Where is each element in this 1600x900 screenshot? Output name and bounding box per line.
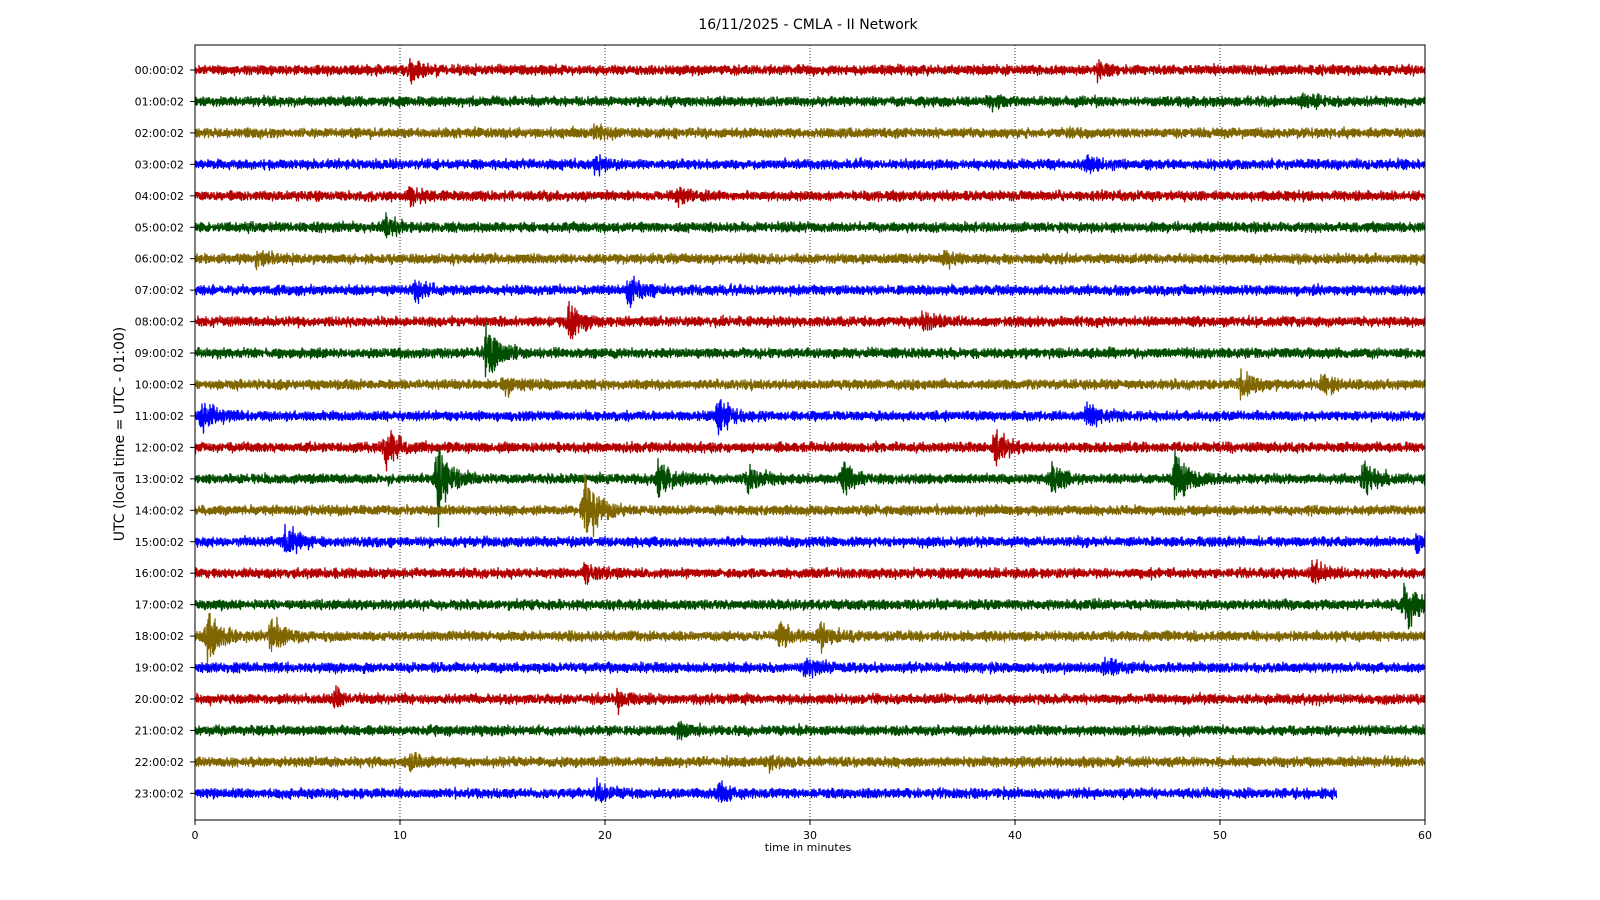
trace-00	[194, 57, 1426, 85]
traces-layer	[194, 57, 1426, 804]
hour-label: 16:00:02	[135, 567, 184, 580]
hour-label: 17:00:02	[135, 599, 184, 612]
trace-21	[194, 720, 1426, 741]
trace-12	[194, 428, 1426, 472]
trace-07	[194, 275, 1426, 309]
trace-10	[194, 368, 1426, 401]
trace-13	[194, 448, 1426, 528]
trace-18	[194, 612, 1426, 665]
hour-label: 07:00:02	[135, 284, 184, 297]
hour-label: 02:00:02	[135, 127, 184, 140]
trace-08	[194, 300, 1426, 340]
hour-label: 20:00:02	[135, 693, 184, 706]
x-axis-label: time in minutes	[765, 841, 852, 854]
trace-20	[194, 684, 1426, 716]
trace-04	[194, 186, 1426, 209]
x-tick-label: 40	[1008, 829, 1022, 842]
chart-title: 16/11/2025 - CMLA - II Network	[698, 17, 918, 33]
trace-01	[194, 92, 1426, 113]
x-tick-label: 10	[393, 829, 407, 842]
hour-label: 05:00:02	[135, 221, 184, 234]
hour-label: 11:00:02	[135, 410, 184, 423]
hour-label: 12:00:02	[135, 441, 184, 454]
hour-label: 19:00:02	[135, 662, 184, 675]
trace-03	[194, 153, 1426, 177]
hour-label: 23:00:02	[135, 787, 184, 800]
hour-label: 09:00:02	[135, 347, 184, 360]
hour-label: 01:00:02	[135, 95, 184, 108]
trace-19	[194, 656, 1426, 679]
trace-16	[194, 559, 1426, 585]
trace-06	[194, 249, 1426, 271]
trace-14	[194, 473, 1426, 538]
trace-11	[194, 398, 1426, 436]
trace-17	[194, 582, 1426, 630]
hour-label: 00:00:02	[135, 64, 184, 77]
x-tick-label: 30	[803, 829, 817, 842]
trace-15	[194, 523, 1426, 555]
hour-label: 21:00:02	[135, 724, 184, 737]
hour-label: 14:00:02	[135, 504, 184, 517]
hour-label: 18:00:02	[135, 630, 184, 643]
x-tick-label: 50	[1213, 829, 1227, 842]
hour-label: 15:00:02	[135, 536, 184, 549]
x-axis: 0 10 20 30 40 50 60	[192, 820, 1432, 842]
trace-23	[194, 777, 1338, 804]
hour-label: 22:00:02	[135, 756, 184, 769]
hour-label: 08:00:02	[135, 316, 184, 329]
hour-label: 10:00:02	[135, 379, 184, 392]
x-tick-label: 0	[192, 829, 199, 842]
hour-label: 04:00:02	[135, 190, 184, 203]
x-tick-label: 20	[598, 829, 612, 842]
y-axis-label: UTC (local time = UTC - 01:00)	[112, 327, 128, 542]
trace-05	[194, 212, 1426, 239]
x-tick-label: 60	[1418, 829, 1432, 842]
y-axis: 00:00:02 01:00:02 02:00:02 03:00:02 04:00:02…	[135, 64, 195, 800]
hour-label: 06:00:02	[135, 253, 184, 266]
hour-label: 03:00:02	[135, 158, 184, 171]
trace-02	[194, 123, 1426, 141]
hour-label: 13:00:02	[135, 473, 184, 486]
trace-22	[194, 751, 1426, 774]
grid-layer	[399, 45, 1221, 820]
trace-09	[194, 322, 1426, 378]
